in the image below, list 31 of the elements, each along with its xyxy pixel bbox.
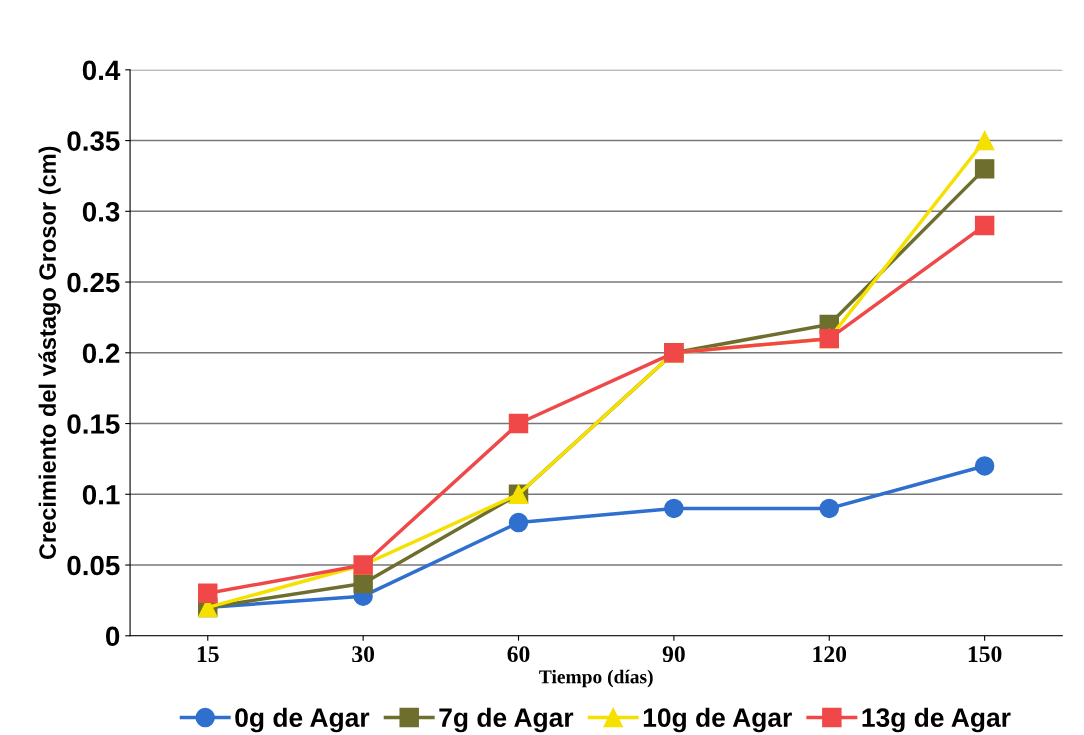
y-tick-label: 0.4	[82, 60, 121, 81]
x-tick-label: 60	[507, 646, 530, 663]
x-axis-title: Tiempo (días)	[539, 669, 653, 688]
legend-label: 10g de Agar	[643, 707, 792, 733]
x-tick-label: 120	[813, 646, 847, 663]
point	[974, 456, 995, 476]
x-tick-label: 15	[197, 646, 219, 663]
point	[508, 413, 529, 434]
legend-label: 0g de Agar	[235, 707, 370, 733]
legend-label: 13g de Agar	[862, 707, 1011, 733]
y-tick-label: 0.2	[82, 343, 120, 364]
x-tick-label: 150	[968, 646, 1002, 663]
y-tick-label: 0	[106, 626, 120, 647]
legend-label: 7g de Agar	[439, 707, 574, 733]
point	[198, 583, 218, 604]
point	[353, 573, 373, 594]
y-tick-label: 0.35	[67, 131, 120, 151]
point	[819, 498, 839, 519]
point	[508, 512, 529, 533]
point	[974, 159, 995, 179]
point	[664, 498, 684, 519]
y-tick-label: 0.1	[82, 484, 120, 505]
point	[974, 215, 995, 236]
y-tick-label: 0.05	[67, 555, 120, 576]
x-tick-label: 30	[352, 646, 375, 663]
y-tick-label: 0.3	[82, 201, 120, 222]
point	[974, 130, 995, 151]
x-tick-label: 90	[662, 646, 685, 663]
y-axis-title: Crecimiento del vástago Grosor (cm)	[38, 146, 61, 560]
y-tick-label: 0.15	[67, 414, 120, 434]
y-tick-label: 0.25	[67, 272, 120, 293]
